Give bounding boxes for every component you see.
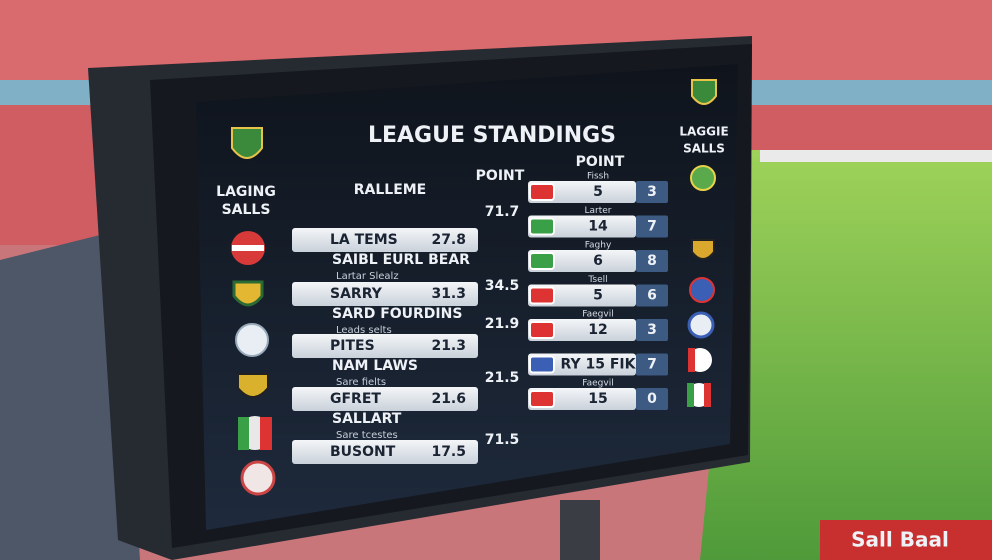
flag [529,183,555,201]
team-pill [292,228,478,252]
row-rank: 3 [647,322,657,338]
team-pill [292,334,478,358]
team-score: 17.5 [431,444,466,460]
value-pill [528,319,636,341]
team-name: GFRET [330,391,381,407]
value-pill [528,181,636,203]
left-emblems [231,127,276,496]
column-header: POINT [576,154,625,170]
row-rank: 7 [647,219,657,235]
right-emblems [687,79,717,407]
row-value: 5 [593,288,603,304]
scoreboard: LEAGUE STANDINGS LAGING SALLS LAGGIE SAL… [88,36,752,560]
team-name: SARRY [330,286,383,302]
row-value: 15 [588,391,607,407]
standings: LA TEMS 27.8 SAIBL EURL BEAR Lartar Slealz S… [292,172,668,464]
rank-box [636,284,668,307]
row-rank: 7 [647,357,657,373]
team-subtitle: NAM LAWS [332,358,418,374]
row-value: 14 [588,219,608,235]
ad-board-text: Sall Baal [851,528,949,552]
rank-box [636,353,668,376]
flag [529,217,555,236]
team-note: Sare fielts [336,377,386,388]
team-name: BUSONT [330,444,396,460]
team-subtitle: SAIBL EURL BEAR [332,252,470,268]
row-label: Tsell [587,275,607,285]
mid-point: 21.9 [485,316,520,332]
row-value: 12 [588,322,607,338]
team-subtitle: SALLART [332,411,402,427]
right-label: LAGGIE [679,125,728,139]
team-note: Lartar Slealz [336,271,399,282]
rank-box [636,181,668,203]
team-score: 21.6 [431,391,466,407]
left-label: LAGING [216,184,276,200]
team-pill [292,440,478,464]
mid-point: 71.7 [485,204,520,220]
rank-box [636,215,668,238]
flag [529,252,555,270]
value-pill [528,284,636,307]
board-title: LEAGUE STANDINGS [368,123,616,148]
rank-box [636,250,668,272]
value-pill [528,250,636,272]
row-label: Faegvil [582,379,613,389]
row-label: Fissh [587,172,609,182]
team-note: Leads selts [336,325,392,336]
value-pill [528,215,636,238]
team-name: PITES [330,338,375,354]
flag [529,390,555,408]
row-value: 6 [593,253,603,269]
flag [529,321,555,339]
mid-point: 21.5 [485,370,520,386]
left-label: SALLS [222,202,271,218]
row-rank: 6 [647,288,657,304]
team-pill [292,387,478,411]
row-label: Faegvil [582,310,613,320]
value-pill [528,388,636,410]
rank-box [636,319,668,341]
mid-point: 71.5 [485,432,520,448]
team-pill [292,282,478,306]
team-note: Sare tcestes [336,430,398,441]
row-rank: 3 [647,184,657,200]
row-label: Larter [585,206,612,216]
row-label: Faghy [585,241,612,251]
team-subtitle: SARD FOURDINS [332,306,462,322]
row-rank: 8 [647,253,657,269]
flag [529,286,555,305]
flag [529,355,555,374]
row-value: 5 [593,184,603,200]
rank-box [636,388,668,410]
right-label: SALLS [683,142,725,156]
row-value: RY 15 FIK [560,357,636,373]
team-score: 31.3 [431,286,466,302]
row-rank: 0 [647,391,657,407]
column-header: POINT [476,168,525,184]
team-name: LA TEMS [330,232,398,248]
column-header: RALLEME [354,182,427,198]
team-score: 21.3 [431,338,466,354]
team-score: 27.8 [431,232,466,248]
value-pill [528,353,636,376]
mid-point: 34.5 [485,278,520,294]
